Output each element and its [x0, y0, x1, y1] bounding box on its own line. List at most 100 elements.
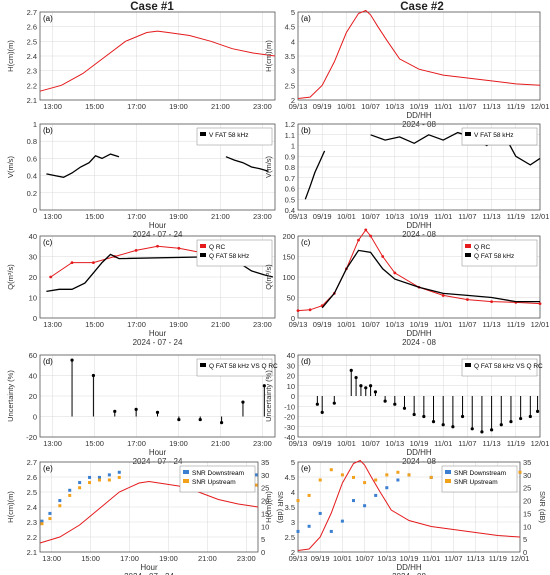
x-tick-label: 10/13 [385, 320, 404, 329]
x-tick-label: 23:00 [253, 439, 272, 448]
case-2-title: Case #2 [400, 1, 444, 13]
x-tick-label: 10/07 [361, 320, 380, 329]
x-tick-label: 11/19 [507, 439, 525, 448]
y-right-axis-label: SNR (dB) [538, 491, 547, 524]
y-tick-label: 0.6 [285, 185, 295, 194]
legend-swatch [200, 363, 206, 367]
y-tick-label: 4.5 [285, 473, 295, 482]
uncertainty-point [155, 410, 160, 414]
data-point [318, 478, 322, 482]
x-axis-date-label: 2024 - 07 - 24 [124, 572, 174, 575]
legend-box [441, 465, 518, 493]
data-point [518, 470, 522, 474]
x-tick-label: 10/19 [410, 439, 429, 448]
y-right-tick-label: 0 [261, 548, 265, 557]
y-tick-label: 0 [33, 206, 37, 215]
data-point [48, 517, 52, 521]
y-right-tick-label: 35 [261, 458, 269, 467]
legend-label: SNR Downstream [454, 470, 506, 477]
data-point [318, 511, 322, 515]
uncertainty-point [422, 414, 426, 419]
x-tick-label: 19:00 [169, 102, 188, 111]
series-line [321, 249, 540, 309]
x-tick-label: 11/13 [482, 439, 500, 448]
data-point [340, 473, 344, 477]
y-tick-label: 10 [287, 382, 295, 391]
uncertainty-point [431, 420, 436, 424]
x-tick-label: 09/13 [289, 212, 308, 221]
x-tick-label: 09/19 [313, 320, 332, 329]
uncertainty-point [528, 414, 532, 419]
case-1-title: Case #1 [130, 1, 174, 13]
uncertainty-point [490, 428, 494, 432]
panel-label: (b) [301, 126, 311, 135]
uncertainty-point [198, 417, 202, 422]
y-axis-label: V(m/s) [264, 155, 273, 178]
x-axis-date-label: 2024 - 08 [402, 120, 436, 129]
x-tick-label: 10/13 [385, 212, 404, 221]
y-tick-label: 2.4 [27, 52, 37, 61]
y-tick-label: 0.8 [285, 163, 295, 172]
panel-label: (a) [301, 14, 311, 23]
data-point [363, 504, 367, 508]
x-tick-label: 11/01 [434, 102, 452, 111]
y-tick-label: 2 [291, 548, 295, 557]
y-tick-label: 200 [282, 232, 295, 241]
uncertainty-point [535, 409, 540, 413]
x-tick-label: 11/13 [466, 554, 484, 563]
data-point [97, 478, 101, 482]
y-axis-label: H(cm)(m) [6, 491, 15, 523]
y-tick-label: -20 [26, 433, 37, 442]
chart-panel-2 [39, 123, 276, 211]
data-point [329, 468, 333, 472]
x-axis-date-label: 2024 - 08 [402, 457, 436, 466]
x-tick-label: 12/01 [531, 439, 550, 448]
legend-box [461, 358, 538, 377]
legend-box [196, 358, 273, 377]
x-tick-label: 11/13 [482, 320, 500, 329]
data-point [78, 481, 82, 485]
legend-label: V FAT 58 kHz [209, 132, 249, 139]
x-tick-label: 15:00 [85, 102, 104, 111]
x-tick-label: 13:00 [43, 102, 62, 111]
y-tick-label: 2.6 [27, 23, 37, 32]
x-tick-label: 11/01 [434, 320, 452, 329]
x-tick-label: 13:00 [43, 439, 62, 448]
uncertainty-point [451, 425, 455, 429]
legend-label: Q FAT 58 kHz [474, 253, 514, 260]
x-tick-label: 10/13 [377, 554, 396, 563]
y-axis-label: H(cm)(m) [264, 40, 273, 72]
x-axis-label: DD/HH [396, 563, 422, 572]
y-right-tick-label: 15 [523, 509, 531, 518]
y-tick-label: 10 [29, 294, 37, 303]
y-axis-label: Q(m³/s) [6, 264, 15, 290]
series-line [46, 153, 120, 178]
y-tick-label: -20 [284, 413, 295, 422]
data-point [385, 486, 389, 490]
chart-panel-1 [297, 9, 541, 101]
x-tick-label: 11/07 [458, 320, 476, 329]
x-axis-label: DD/HH [406, 111, 432, 120]
y-right-tick-label: 0 [523, 548, 527, 557]
y-axis-label: V(m/s) [6, 155, 15, 178]
y-tick-label: 30 [29, 253, 37, 262]
uncertainty-point [354, 375, 358, 380]
y-tick-label: 2.7 [27, 8, 37, 17]
y-tick-label: 2.4 [27, 503, 37, 512]
x-axis-label: DD/HH [406, 329, 432, 338]
uncertainty-point [113, 409, 117, 413]
y-tick-label: 1.1 [285, 131, 295, 140]
legend-label: SNR Upstream [192, 479, 236, 486]
legend-label: Q FAT 58 kHz VS Q RC [209, 363, 278, 370]
series-line [297, 459, 521, 551]
uncertainty-point [369, 384, 373, 388]
y-right-tick-label: 35 [523, 458, 531, 467]
data-point [40, 519, 44, 523]
y-tick-label: 0 [291, 314, 295, 323]
panel-label: (d) [301, 357, 311, 366]
x-tick-label: 15:00 [85, 212, 104, 221]
x-tick-label: 13:00 [42, 554, 61, 563]
uncertainty-point [509, 420, 513, 424]
data-point [254, 473, 258, 477]
